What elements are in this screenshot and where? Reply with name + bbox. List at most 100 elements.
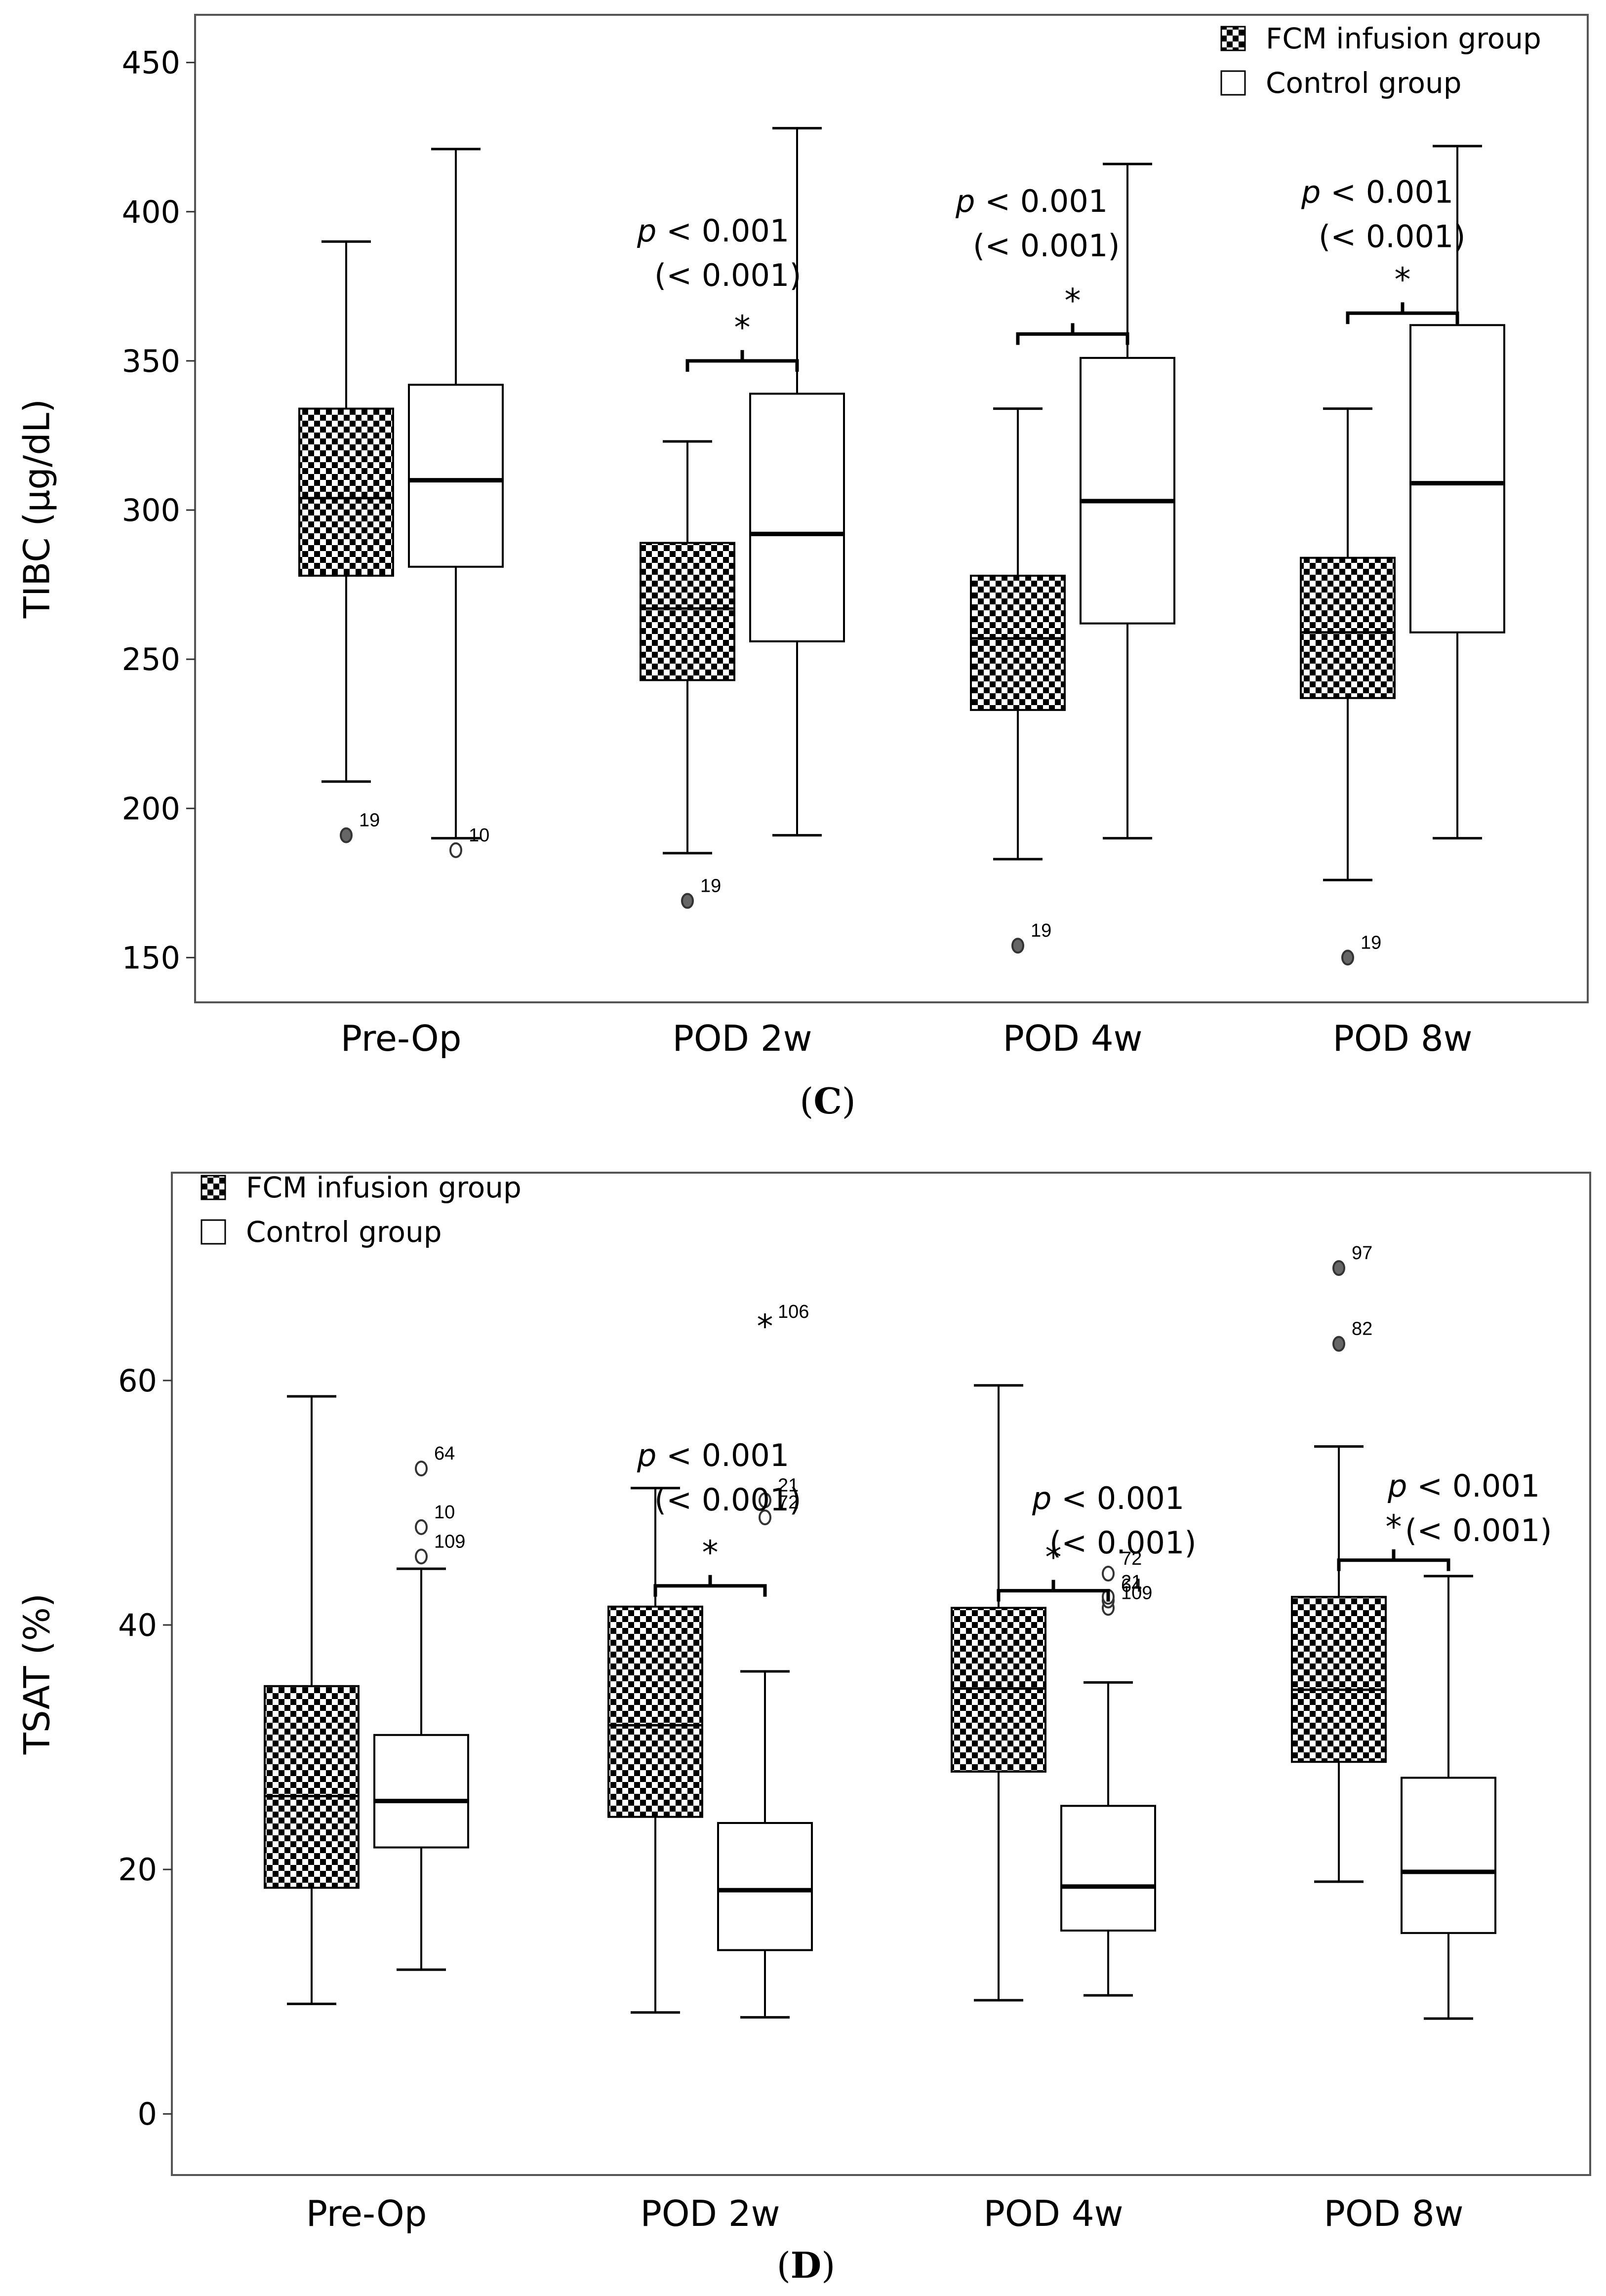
y-tick-label: 400 bbox=[122, 194, 180, 230]
p-symbol: p bbox=[955, 183, 975, 219]
y-tick-label: 20 bbox=[118, 1852, 157, 1888]
control-box bbox=[1080, 162, 1175, 840]
extreme-outlier-marker: * bbox=[757, 1307, 773, 1346]
p-value-rest: < 0.001 bbox=[1407, 1468, 1540, 1504]
x-category-label: Pre-Op bbox=[341, 1018, 462, 1059]
p-value-paren-text: (< 0.001) bbox=[1405, 1512, 1552, 1548]
fcm-box bbox=[1300, 407, 1396, 881]
p-symbol: p bbox=[637, 213, 656, 249]
y-tick-label: 200 bbox=[122, 791, 180, 827]
outlier-label: 109 bbox=[434, 1531, 465, 1552]
outlier-marker bbox=[681, 893, 694, 909]
significance-annotation: * p < 0.001 (< 0.001) bbox=[997, 1480, 1197, 1602]
p-value-text: p < 0.001 bbox=[1387, 1468, 1540, 1504]
control-box bbox=[717, 1670, 813, 2019]
outlier-label: 10 bbox=[469, 825, 489, 846]
significance-bracket bbox=[685, 359, 799, 372]
significance-star: * bbox=[1395, 261, 1411, 299]
p-symbol: p bbox=[1301, 174, 1321, 210]
iqr-box bbox=[1401, 1777, 1496, 1934]
x-category-label: Pre-Op bbox=[306, 2193, 427, 2234]
y-tick-label: 300 bbox=[122, 492, 180, 528]
p-value-rest: < 0.001 bbox=[1321, 174, 1453, 210]
significance-star: * bbox=[1045, 1539, 1062, 1577]
outlier-label: 82 bbox=[1352, 1319, 1372, 1340]
outlier-marker bbox=[1341, 950, 1354, 966]
outlier-label: 19 bbox=[700, 876, 721, 897]
outlier-marker bbox=[415, 1548, 428, 1565]
y-tick-label: 60 bbox=[118, 1363, 157, 1399]
p-value-rest: < 0.001 bbox=[656, 1437, 789, 1473]
p-value-text: p < 0.001 bbox=[637, 213, 789, 249]
outlier-marker bbox=[1011, 938, 1024, 954]
significance-star: * bbox=[702, 1534, 719, 1572]
iqr-box bbox=[970, 574, 1066, 711]
p-value-paren-text: (< 0.001) bbox=[1049, 1525, 1197, 1561]
significance-star: * bbox=[734, 309, 751, 347]
outlier-label: 106 bbox=[778, 1302, 809, 1322]
outlier-label: 21 bbox=[778, 1475, 799, 1496]
tsat-boxplot-svg: 0 20 40 60 TSAT (%) Pre-Op POD 2w POD 4w POD 8w 8… bbox=[16, 1171, 1591, 2286]
outlier-label: 109 bbox=[1121, 1583, 1152, 1603]
legend-label: Control group bbox=[246, 1215, 442, 1249]
panel-paren-close: ) bbox=[821, 2245, 835, 2286]
significance-annotation: * p < 0.001 (< 0.001) bbox=[1301, 174, 1466, 324]
significance-bracket bbox=[1346, 311, 1459, 324]
panel-letter: C bbox=[813, 1080, 842, 1122]
x-category-label: POD 2w bbox=[672, 1018, 812, 1059]
outlier-marker bbox=[415, 1519, 428, 1535]
outlier-marker bbox=[415, 1461, 428, 1477]
p-value-paren-text: (< 0.001) bbox=[1319, 219, 1466, 255]
fcm-box bbox=[951, 1384, 1046, 2002]
iqr-box bbox=[607, 1605, 703, 1818]
plot-frame bbox=[171, 1172, 1591, 2176]
p-value-paren-text: (< 0.001) bbox=[973, 228, 1120, 264]
panel-paren-close: ) bbox=[842, 1080, 856, 1122]
outlier-label: 64 bbox=[434, 1443, 455, 1464]
plot-frame bbox=[194, 14, 1589, 1003]
control-box bbox=[1060, 1681, 1156, 1997]
control-box bbox=[408, 148, 504, 840]
panel-paren-open: ( bbox=[800, 1080, 813, 1122]
outlier-label: 10 bbox=[434, 1502, 455, 1523]
fcm-box bbox=[298, 240, 394, 783]
p-symbol: p bbox=[1387, 1468, 1407, 1504]
fcm-box bbox=[970, 407, 1066, 861]
control-box bbox=[1401, 1575, 1496, 2020]
x-category-label: POD 8w bbox=[1324, 2193, 1463, 2234]
iqr-box bbox=[1060, 1805, 1156, 1932]
panel-paren-open: ( bbox=[777, 2245, 791, 2286]
y-axis-title: TSAT (%) bbox=[16, 1593, 58, 1755]
legend-swatch bbox=[201, 1175, 226, 1200]
outlier-label: 72 bbox=[778, 1492, 799, 1513]
iqr-box bbox=[298, 407, 394, 577]
x-category-label: POD 4w bbox=[983, 2193, 1123, 2234]
y-tick-label: 250 bbox=[122, 641, 180, 677]
y-tick-label: 150 bbox=[122, 940, 180, 976]
p-symbol: p bbox=[637, 1437, 656, 1473]
outlier-marker bbox=[449, 842, 462, 858]
significance-star: * bbox=[1386, 1508, 1402, 1546]
outlier-label: 19 bbox=[1361, 932, 1381, 953]
outlier-marker bbox=[759, 1509, 771, 1526]
outlier-marker bbox=[1332, 1260, 1345, 1276]
iqr-box bbox=[717, 1822, 813, 1951]
outlier-label: 97 bbox=[1352, 1243, 1372, 1264]
control-box bbox=[749, 127, 845, 837]
fcm-box bbox=[1291, 1445, 1387, 1883]
p-value-text: p < 0.001 bbox=[955, 183, 1108, 219]
outlier-label: 64 bbox=[1121, 1575, 1142, 1596]
p-value-text: p < 0.001 bbox=[1032, 1480, 1184, 1516]
iqr-box bbox=[749, 393, 845, 642]
outlier-marker bbox=[1332, 1336, 1345, 1352]
panel-label: (C) bbox=[800, 1080, 856, 1122]
significance-bracket bbox=[653, 1584, 767, 1597]
x-category-label: POD 8w bbox=[1332, 1018, 1472, 1059]
outlier-label: 72 bbox=[1121, 1548, 1142, 1569]
x-category-label: POD 4w bbox=[1003, 1018, 1142, 1059]
p-value-paren-text: (< 0.001) bbox=[654, 257, 802, 293]
significance-annotation: * p < 0.001 (< 0.001) bbox=[955, 183, 1129, 345]
x-category-label: POD 2w bbox=[640, 2193, 780, 2234]
outlier-label: 21 bbox=[1121, 1572, 1142, 1592]
significance-star: * bbox=[1065, 282, 1081, 320]
